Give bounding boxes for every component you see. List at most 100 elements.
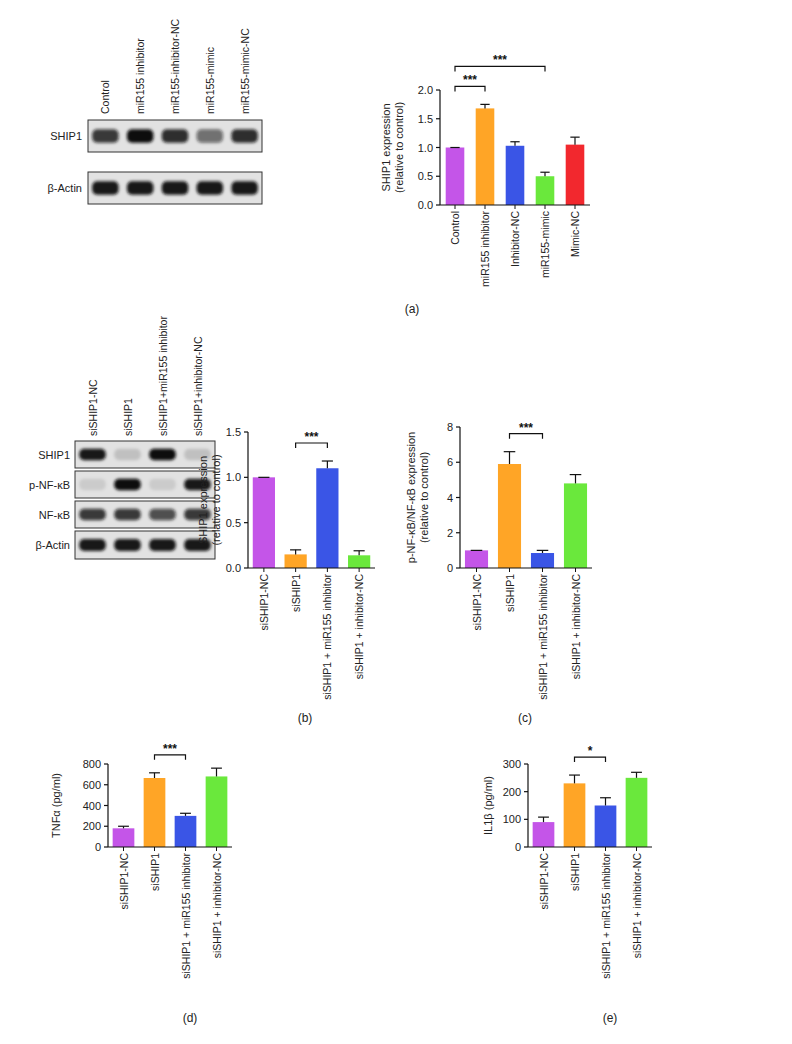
bar-chart: 0200400600800siSHIP1-NCsiSHIP1siSHIP1 + … (50, 742, 232, 1025)
marks (465, 452, 587, 568)
protein-label: NF-κB (39, 509, 70, 521)
error-bar (354, 551, 365, 556)
panel-label: (c) (518, 711, 532, 725)
error-bar (631, 772, 642, 778)
significance-label: *** (304, 430, 318, 444)
lane-label: miR155 inhibitor (134, 38, 146, 114)
x-tick-label: siSHIP1-NC (538, 853, 550, 910)
figure: Control miR155 inhibitor miR155-inhibitor-… (0, 0, 792, 1044)
band (79, 449, 106, 460)
x-tick (185, 847, 186, 851)
y-tick (244, 431, 248, 432)
y-axis-label: IL1β (pg/ml) (482, 776, 494, 835)
x-tick (485, 205, 486, 209)
western-blot: Control miR155 inhibitor miR155-inhibitor-… (48, 18, 262, 204)
y-tick-label: 600 (83, 779, 101, 791)
lane-label: miR155-mimic-NC (239, 28, 251, 114)
band (149, 479, 176, 490)
significance-label: *** (463, 73, 477, 87)
band (114, 449, 141, 460)
x-tick-label: siSHIP1 + inhibitor-NC (353, 574, 365, 680)
y-tick-label: 200 (83, 820, 101, 832)
bar (175, 816, 197, 847)
bar (476, 108, 495, 205)
y-tick (456, 462, 460, 463)
band (114, 539, 141, 551)
error-cap (570, 137, 579, 138)
protein-label: SHIP1 (38, 449, 70, 461)
x-tick-label: siSHIP1 + miR155 inhibitor (321, 573, 333, 699)
y-tick-label: 0 (95, 841, 101, 853)
lane-label: Control (99, 80, 111, 114)
y-tick (524, 763, 528, 764)
band (231, 181, 257, 194)
band (114, 479, 141, 490)
x-tick-label: siSHIP1-NC (258, 574, 270, 631)
x-tick-label: siSHIP1-NC (118, 853, 130, 910)
y-tick (436, 118, 440, 119)
bar (595, 806, 617, 848)
significance-label: *** (519, 421, 533, 435)
y-axis (527, 764, 528, 847)
bar (536, 176, 555, 205)
y-tick-label: 2 (447, 527, 453, 539)
error-stem (295, 550, 296, 555)
y-tick (524, 846, 528, 847)
x-tick (263, 568, 264, 572)
lane-label: miR155-inhibitor-NC (169, 18, 181, 114)
x-tick (327, 568, 328, 572)
error-cap (600, 797, 611, 798)
x-tick (636, 847, 637, 851)
y-tick-label: 1.0 (226, 471, 241, 483)
error-cap (322, 460, 333, 461)
error-stem (514, 142, 515, 146)
y-tick-label: 0 (515, 841, 521, 853)
error-bar (149, 773, 160, 778)
panel-label: (a) (405, 302, 420, 316)
bar (533, 822, 555, 847)
band (127, 129, 153, 142)
bar-chart: 0.00.51.01.52.0ControlmiR155 inhibitorIn… (380, 53, 591, 316)
y-tick (104, 826, 108, 827)
error-bar (510, 142, 519, 146)
error-stem (574, 775, 575, 783)
y-tick-label: 4 (447, 492, 453, 504)
y-tick (436, 147, 440, 148)
significance-bracket: *** (455, 53, 545, 71)
band (79, 479, 106, 490)
x-tick (295, 568, 296, 572)
error-cap (354, 550, 365, 551)
y-axis-label: (relative to control) (210, 454, 222, 545)
x-tick-label: miR155-mimic (539, 211, 551, 278)
error-stem (605, 798, 606, 806)
error-stem (216, 768, 217, 776)
bar (506, 146, 525, 205)
marks (253, 461, 370, 568)
error-cap (569, 774, 580, 775)
error-bar (600, 798, 611, 806)
error-cap (290, 549, 301, 550)
error-cap (258, 477, 269, 478)
bar (626, 778, 648, 847)
error-stem (544, 172, 545, 176)
protein-label: β-Actin (48, 182, 82, 194)
x-tick-label: siSHIP1-NC (471, 574, 483, 631)
lane-label: siSHIP1+miR155 inhibitor (157, 316, 169, 436)
y-tick (104, 784, 108, 785)
y-axis-label: (relative to control) (418, 452, 430, 543)
bar (564, 483, 587, 568)
blot-strip (88, 120, 262, 152)
x-tick-label: siSHIP1 + miR155 inhibitor (600, 852, 612, 978)
panel-label: (d) (183, 1011, 198, 1025)
y-tick (436, 176, 440, 177)
x-tick-label: siSHIP1 (569, 853, 581, 891)
bar (531, 553, 554, 568)
error-stem (509, 452, 510, 464)
y-tick-label: 8 (447, 421, 453, 433)
band (92, 129, 118, 142)
x-tick-label: siSHIP1 + inhibitor-NC (570, 574, 582, 680)
error-bar (570, 475, 582, 484)
error-stem (154, 773, 155, 778)
x-tick (542, 568, 543, 572)
x-tick-label: siSHIP1 (290, 574, 302, 612)
